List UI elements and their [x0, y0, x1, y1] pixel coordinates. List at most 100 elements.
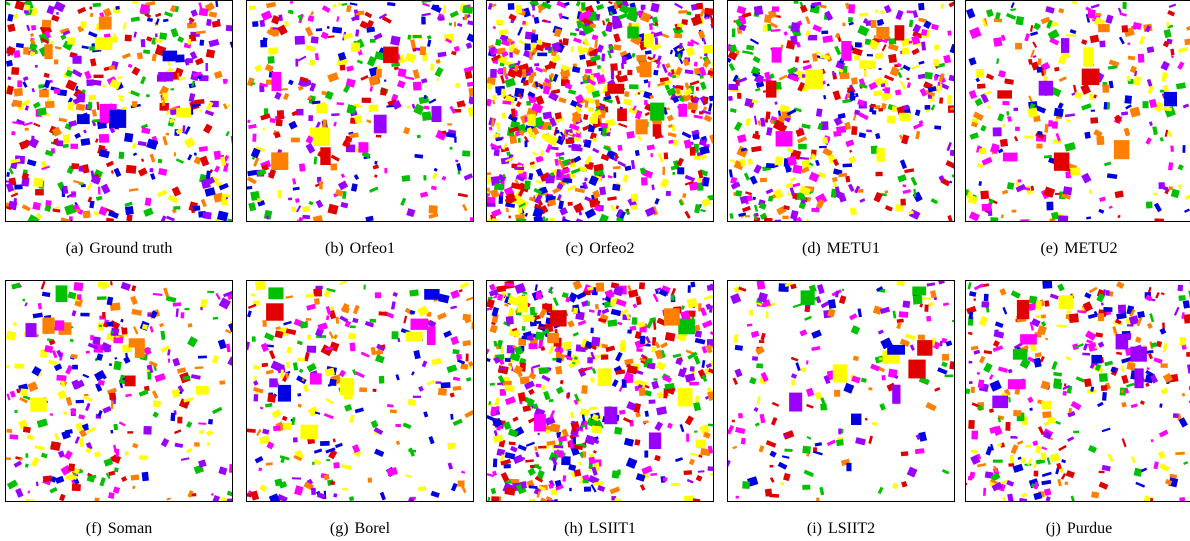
segment [793, 216, 803, 222]
segment [708, 103, 713, 112]
segment [1103, 161, 1112, 167]
segment [11, 131, 16, 136]
segment [446, 364, 458, 374]
segment [894, 374, 899, 380]
segment [1084, 330, 1097, 341]
segment [598, 318, 607, 323]
segment [583, 114, 589, 121]
segment [652, 124, 662, 137]
segment [141, 471, 149, 482]
segment [71, 379, 81, 390]
segment [535, 331, 545, 341]
segment [837, 112, 846, 120]
segment [86, 182, 93, 191]
segment [374, 160, 378, 165]
segment [732, 74, 739, 83]
segment [366, 26, 376, 33]
segment [878, 67, 882, 71]
segment [464, 409, 474, 418]
segment [504, 303, 509, 307]
segment [839, 72, 850, 80]
segment [1070, 400, 1082, 411]
segment [741, 205, 751, 213]
segment [271, 152, 289, 170]
segment [834, 186, 841, 196]
segment [424, 289, 440, 300]
segment [100, 342, 112, 353]
segment [521, 68, 527, 78]
segment [534, 446, 538, 452]
segment [1033, 470, 1039, 477]
segment [695, 439, 706, 449]
segment [609, 11, 614, 16]
segment [832, 364, 848, 383]
segment [84, 70, 92, 80]
segment [307, 406, 319, 417]
segment [1172, 413, 1179, 418]
segment [305, 44, 316, 53]
segment [621, 56, 627, 65]
segment [248, 123, 257, 130]
segment [851, 375, 861, 384]
segment [601, 308, 610, 315]
segment [594, 99, 601, 107]
segment [27, 490, 31, 494]
segment [887, 344, 905, 355]
segment [92, 79, 102, 86]
segment [811, 154, 816, 160]
segment [333, 493, 338, 498]
segment [400, 197, 407, 206]
segment [778, 74, 788, 81]
segment [313, 288, 323, 297]
segment [416, 134, 421, 139]
segment [572, 155, 582, 163]
panel-caption: LSIIT1 [588, 520, 636, 537]
segment [1044, 488, 1052, 496]
segment [111, 454, 122, 464]
segment [860, 377, 867, 383]
segment [74, 201, 78, 206]
segment [1069, 313, 1079, 324]
segment [897, 71, 903, 79]
segment [666, 422, 673, 429]
segment [1183, 461, 1189, 465]
segment [255, 146, 266, 153]
segment [375, 68, 382, 78]
segment [501, 112, 506, 119]
segment [532, 4, 535, 11]
segment [198, 7, 209, 17]
segment [110, 331, 114, 334]
caption: (e) METU2 [965, 240, 1190, 258]
segment [816, 284, 825, 295]
segment [1041, 400, 1052, 410]
segment [156, 189, 168, 198]
panel: (j) Purdue [965, 280, 1190, 538]
segment [996, 58, 1000, 65]
segment [588, 309, 595, 313]
segment [1029, 24, 1034, 32]
segment [110, 429, 114, 434]
panel-label: (g) [329, 520, 349, 537]
segment [423, 175, 427, 181]
segment [587, 286, 594, 291]
segment [939, 97, 944, 104]
segment [1040, 314, 1047, 319]
segment [574, 393, 580, 402]
segment [1051, 360, 1058, 371]
segment [369, 86, 374, 92]
segment [921, 297, 931, 300]
segment [1047, 29, 1060, 41]
segment [137, 140, 147, 147]
segment [186, 421, 193, 428]
segment [304, 26, 314, 37]
segment [1125, 104, 1132, 110]
segment [72, 364, 78, 370]
segment [607, 175, 613, 179]
segment [872, 305, 883, 315]
segment [89, 58, 97, 67]
segment [1142, 495, 1154, 502]
panel: (g) Borel [246, 280, 474, 538]
segment [86, 427, 96, 434]
segment [300, 321, 308, 329]
segment [1121, 25, 1129, 33]
